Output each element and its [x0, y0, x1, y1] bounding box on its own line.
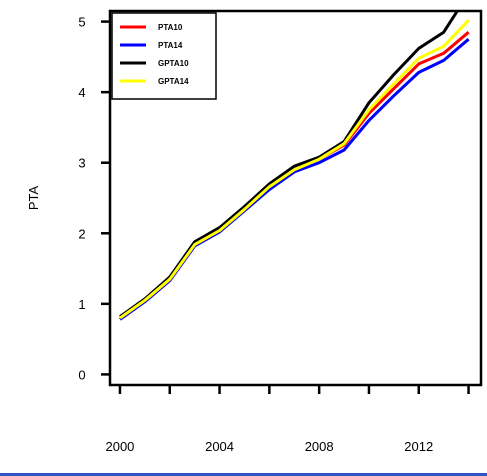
plot-frame: [108, 9, 483, 387]
y-tick-label-0: 0: [78, 367, 85, 382]
x-tick-label-2012: 2012: [404, 439, 433, 454]
y-tick-label-4: 4: [78, 85, 85, 100]
y-tick-label-2: 2: [78, 226, 85, 241]
x-axis: 2000 2004 2008 2012: [105, 385, 470, 454]
y-tick-label-3: 3: [78, 156, 85, 171]
legend-label-pta10: PTA10: [158, 23, 183, 32]
x-tick-label-2008: 2008: [305, 439, 334, 454]
y-tick-label-5: 5: [78, 15, 85, 30]
y-tick-label-1: 1: [78, 297, 85, 312]
x-tick-label-2004: 2004: [205, 439, 234, 454]
legend-label-gpta14: GPTA14: [158, 77, 189, 86]
series-layer: [119, 11, 470, 321]
window-bottom-border: [0, 473, 487, 476]
legend-label-pta14: PTA14: [158, 41, 183, 50]
series-line-gpta14: [119, 19, 470, 320]
y-axis-title: PTA: [26, 186, 41, 211]
y-axis: 0 1 2 3 4 5: [78, 15, 110, 382]
legend-label-gpta10: GPTA10: [158, 59, 189, 68]
x-tick-label-2000: 2000: [105, 439, 134, 454]
legend: PTA10 PTA14 GPTA10 GPTA14: [111, 12, 217, 100]
